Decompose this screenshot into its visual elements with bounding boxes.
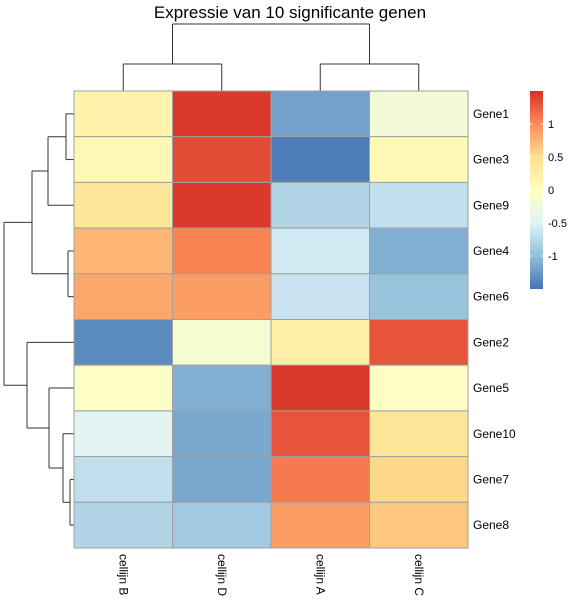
heatmap-cell	[73, 273, 173, 320]
heatmap-cell	[270, 273, 370, 320]
chart-title: Expressie van 10 significante genen	[154, 3, 426, 22]
heatmap-cell	[172, 181, 272, 229]
row-label: Gene4	[473, 244, 509, 258]
heatmap-cell	[73, 410, 173, 458]
legend-tick-label: 1	[548, 119, 554, 131]
row-label: Gene3	[473, 153, 509, 167]
heatmap-cell	[369, 181, 469, 229]
column-label: cellijn A	[313, 554, 327, 595]
heatmap-cell	[172, 90, 272, 138]
heatmap-cell	[369, 136, 469, 183]
heatmap-cell	[369, 410, 469, 458]
legend-colorbar	[530, 91, 543, 289]
heatmap-cell	[73, 90, 173, 138]
column-dendrogram	[122, 23, 420, 91]
heatmap-cell	[369, 456, 469, 503]
column-labels: cellijn B cellijn D cellijn A cellijn C	[116, 554, 426, 596]
row-label: Gene8	[473, 518, 509, 532]
legend-tick-label: 0	[548, 185, 554, 197]
heatmap-cell	[270, 90, 370, 138]
row-label: Gene9	[473, 198, 509, 212]
heatmap-cell	[270, 319, 370, 366]
legend-tick-label: -0.5	[548, 218, 567, 230]
heatmap-cell	[73, 136, 173, 183]
row-label: Gene10	[473, 427, 516, 441]
heatmap-cell	[73, 364, 173, 412]
heatmap-cell	[270, 364, 370, 412]
heatmap-cell	[172, 501, 272, 549]
heatmap-cell	[270, 181, 370, 229]
heatmap-cell	[73, 319, 173, 366]
row-label: Gene7	[473, 472, 509, 486]
heatmap-cell	[172, 136, 272, 183]
row-labels: Gene1 Gene3 Gene9 Gene4 Gene6 Gene2 Gene5 Gene1…	[473, 107, 516, 532]
heatmap-cell	[172, 456, 272, 503]
row-label: Gene6	[473, 290, 509, 304]
heatmap-cell	[369, 273, 469, 320]
heatmap-cell	[172, 364, 272, 412]
heatmap-cell	[73, 456, 173, 503]
heatmap-cell	[270, 410, 370, 458]
heatmap-cell	[270, 501, 370, 549]
heatmap-cell	[172, 319, 272, 366]
row-label: Gene2	[473, 335, 509, 349]
row-label: Gene5	[473, 381, 509, 395]
heatmap-cell	[73, 501, 173, 549]
heatmap-cells	[73, 90, 469, 549]
legend-tick-label: 0.5	[548, 152, 563, 164]
heatmap-cell	[369, 90, 469, 138]
heatmap-cell	[270, 227, 370, 275]
heatmap-cell	[270, 456, 370, 503]
legend-tick-label: -1	[548, 251, 558, 263]
heatmap-cell	[172, 273, 272, 320]
heatmap-cell	[369, 319, 469, 366]
row-dendrogram	[3, 113, 74, 526]
row-label: Gene1	[473, 107, 509, 121]
column-label: cellijn D	[215, 554, 229, 596]
heatmap-cell	[369, 227, 469, 275]
heatmap-cell	[369, 501, 469, 549]
heatmap-cell	[172, 410, 272, 458]
heatmap-cell	[73, 181, 173, 229]
heatmap-cell	[369, 364, 469, 412]
column-label: cellijn C	[412, 554, 426, 596]
heatmap-cell	[172, 227, 272, 275]
heatmap-cell	[270, 136, 370, 183]
heatmap-cell	[73, 227, 173, 275]
color-legend: 1 0.5 0 -0.5 -1	[530, 91, 567, 289]
column-label: cellijn B	[116, 554, 130, 595]
